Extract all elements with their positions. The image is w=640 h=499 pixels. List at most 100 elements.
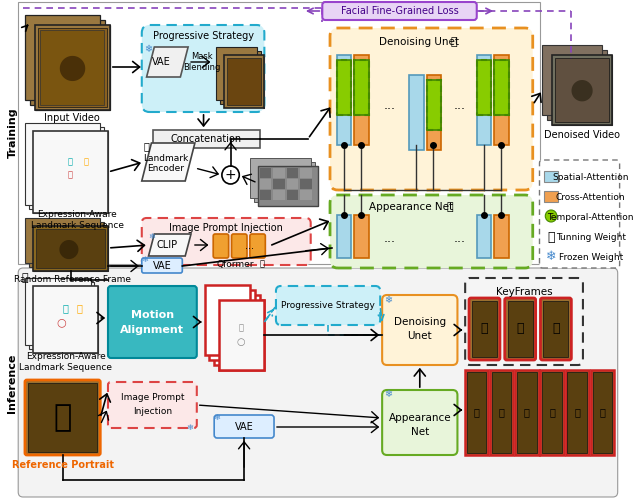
Bar [25,15,100,100]
Bar [477,60,492,115]
Bar [426,80,441,130]
Text: Training: Training [8,108,17,158]
Text: Expression-Aware
Landmark Sequence: Expression-Aware Landmark Sequence [19,352,112,372]
FancyBboxPatch shape [25,380,100,455]
Text: VAE: VAE [153,261,172,271]
Bar [354,215,369,258]
Bar [542,372,562,453]
FancyBboxPatch shape [330,28,532,190]
Bar [300,179,312,189]
Bar [555,58,609,122]
Bar [28,383,97,452]
FancyBboxPatch shape [540,298,572,360]
FancyBboxPatch shape [108,382,196,428]
Text: ...: ... [453,232,465,245]
Bar [273,190,285,200]
Text: Input Video: Input Video [44,113,100,123]
Bar [494,60,509,115]
FancyBboxPatch shape [142,25,264,112]
Text: ❄: ❄ [546,250,556,263]
Bar [18,2,540,264]
Text: VAE: VAE [235,422,253,432]
Text: 👁: 👁 [83,158,88,167]
Text: 🦧: 🦧 [549,407,555,417]
Bar [29,127,104,209]
FancyBboxPatch shape [213,234,228,258]
Bar [508,301,532,357]
Bar [477,55,492,145]
Text: ...: ... [384,232,396,245]
Text: VAE: VAE [152,57,170,67]
Text: ●: ● [58,50,87,83]
Text: 🦧: 🦧 [516,322,524,335]
Bar [287,179,298,189]
Bar [154,130,260,148]
Text: ...: ... [453,98,465,111]
FancyBboxPatch shape [276,286,380,325]
Text: Landmark: Landmark [143,154,189,163]
Bar [337,215,351,258]
Bar [543,301,568,357]
Text: CLIP: CLIP [156,240,177,250]
Bar [33,131,108,213]
Bar [566,370,589,455]
Text: ○: ○ [237,337,246,347]
Bar [224,55,264,108]
Text: Injection: Injection [133,408,172,417]
Bar [209,290,255,360]
Bar [250,158,310,198]
Bar [287,190,298,200]
FancyBboxPatch shape [108,286,196,358]
Bar [260,168,271,178]
Bar [467,372,486,453]
Bar [547,50,607,120]
Polygon shape [142,143,195,181]
Bar [477,60,492,115]
Bar [33,131,108,213]
Bar [33,226,108,271]
FancyBboxPatch shape [250,234,266,258]
FancyBboxPatch shape [18,268,618,497]
Text: Denoising: Denoising [394,317,446,327]
Bar [38,28,107,107]
Bar [33,286,99,353]
Text: ❄: ❄ [214,414,221,423]
FancyBboxPatch shape [142,218,310,265]
Text: Frozen Weight: Frozen Weight [559,252,623,261]
Text: KeyFrames: KeyFrames [496,287,552,297]
Bar [552,55,612,125]
Text: Expression-Aware
Landmark Sequence: Expression-Aware Landmark Sequence [31,210,124,230]
Bar [492,372,511,453]
Text: Appearance: Appearance [388,413,451,423]
Text: 🦧: 🦧 [574,407,580,417]
Bar [273,168,285,178]
Bar [25,218,100,263]
Text: ❄: ❄ [148,232,155,241]
Text: 🦧: 🦧 [54,404,72,433]
Bar [33,226,108,271]
Text: ❄: ❄ [384,295,392,305]
Bar [477,215,492,258]
Text: 🔥: 🔥 [447,202,453,212]
FancyBboxPatch shape [505,298,536,360]
Bar [25,123,100,205]
Bar [253,162,315,202]
Bar [426,80,441,130]
Text: 🦧: 🦧 [474,407,480,417]
Text: ●: ● [570,76,594,104]
Text: Concatenation: Concatenation [171,134,242,144]
Text: 🦧: 🦧 [552,322,559,335]
Text: 👁: 👁 [76,303,82,313]
Bar [205,285,250,355]
Circle shape [545,210,557,222]
Bar [260,190,271,200]
FancyBboxPatch shape [382,295,458,365]
FancyBboxPatch shape [330,195,532,268]
Bar [36,229,105,268]
Bar [517,372,536,453]
Text: Unet: Unet [408,331,432,341]
Circle shape [222,166,239,184]
Text: +: + [225,168,236,182]
FancyBboxPatch shape [540,160,620,268]
Bar [591,370,614,455]
